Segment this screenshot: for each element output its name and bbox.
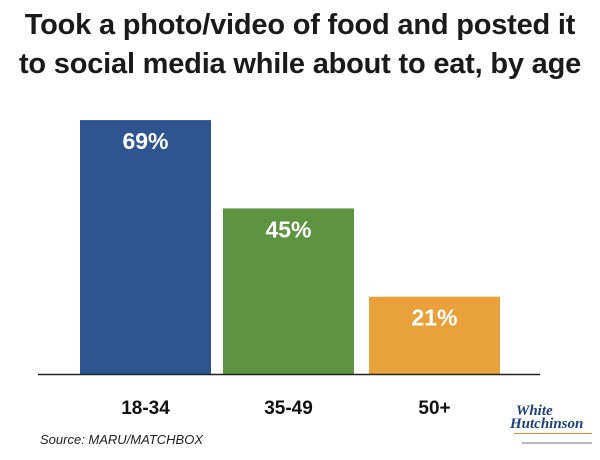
bar-35-49 <box>223 208 354 374</box>
logo-text-line-2: Hutchinson <box>510 416 584 432</box>
data-label-50+: 21% <box>411 305 457 331</box>
x-tick-label-35-49: 35-49 <box>264 398 313 419</box>
logo-fine-print <box>522 442 592 444</box>
logo-text-line-1: White <box>516 403 553 419</box>
data-label-35-49: 45% <box>265 216 311 242</box>
logo-accent-line <box>514 433 592 439</box>
x-tick-label-18-34: 18-34 <box>121 398 170 419</box>
chart-title-line-2: to social media while about to eat, by a… <box>18 48 582 80</box>
bar-50+ <box>369 296 500 374</box>
chart-title: Took a photo/video of food and posted it… <box>0 6 600 84</box>
x-tick-label-50+: 50+ <box>418 398 450 419</box>
white-hutchinson-logo: White Hutchinson <box>508 400 594 456</box>
data-label-18-34: 69% <box>122 128 168 154</box>
source-note: Source: MARU/MATCHBOX <box>40 432 204 447</box>
chart-title-line-1: Took a photo/video of food and posted it <box>24 9 576 41</box>
bar-18-34 <box>80 120 211 374</box>
